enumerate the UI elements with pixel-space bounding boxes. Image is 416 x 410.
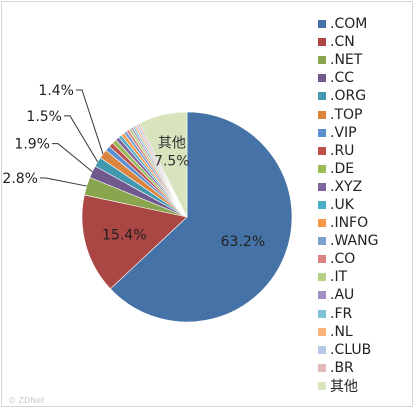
legend-item-其他: 其他 — [318, 377, 378, 395]
legend-item-top: .TOP — [318, 105, 378, 123]
legend-swatch — [318, 128, 326, 137]
legend-item-nl: .NL — [318, 323, 378, 341]
legend-swatch — [318, 20, 326, 29]
legend-label: 其他 — [330, 378, 358, 395]
legend-label: .VIP — [330, 124, 357, 141]
legend-swatch — [318, 345, 326, 354]
legend-label: .NL — [330, 323, 353, 340]
legend-swatch — [318, 327, 326, 336]
legend-label: .IT — [330, 269, 348, 286]
legend-swatch — [318, 363, 326, 372]
leader-line-top — [76, 89, 104, 155]
slice-label-com: 63.2% — [221, 234, 265, 250]
legend-swatch — [318, 38, 326, 47]
legend-item-net: .NET — [318, 51, 378, 69]
slice-label-other-name: 其他 — [158, 136, 186, 152]
legend-label: .UK — [330, 196, 354, 213]
legend-item-com: .COM — [318, 15, 378, 33]
leader-line-org — [64, 115, 99, 163]
legend-item-info: .INFO — [318, 214, 378, 232]
leader-line-net — [40, 177, 87, 187]
slice-label-net: 2.8% — [2, 171, 38, 187]
legend-item-org: .ORG — [318, 87, 378, 105]
pie-slice-cn — [81, 194, 188, 290]
pie-slices — [81, 111, 293, 323]
legend-swatch — [318, 92, 326, 101]
legend-swatch — [318, 182, 326, 191]
legend-label: .WANG — [330, 233, 379, 250]
legend-item-de: .DE — [318, 160, 378, 178]
legend-item-co: .CO — [318, 250, 378, 268]
legend-swatch — [318, 74, 326, 83]
legend-swatch — [318, 381, 326, 390]
slice-label-top: 1.4% — [38, 83, 74, 99]
slice-labels: 63.2% 15.4% 其他 7.5% 2.8% 1.9% 1.5% 1.4% — [2, 83, 265, 250]
leader-line-cc — [52, 143, 93, 173]
legend-label: .BR — [330, 359, 354, 376]
legend-label: .FR — [330, 305, 353, 322]
legend-label: .CN — [330, 34, 355, 51]
legend-label: .NET — [330, 52, 363, 69]
legend-swatch — [318, 146, 326, 155]
legend-swatch — [318, 110, 326, 119]
legend-item-wang: .WANG — [318, 232, 378, 250]
legend-label: .CC — [330, 70, 355, 87]
legend-swatch — [318, 164, 326, 173]
legend-label: .CO — [330, 251, 356, 268]
legend-item-au: .AU — [318, 286, 378, 304]
slice-label-cc: 1.9% — [14, 137, 50, 153]
slice-label-other-value: 7.5% — [154, 154, 190, 170]
legend-label: .DE — [330, 160, 355, 177]
legend-label: .COM — [330, 16, 368, 33]
legend-swatch — [318, 273, 326, 282]
legend-swatch — [318, 237, 326, 246]
legend-item-it: .IT — [318, 268, 378, 286]
legend-item-ru: .RU — [318, 142, 378, 160]
legend-swatch — [318, 291, 326, 300]
legend-label: .ORG — [330, 88, 367, 105]
pie-slice-com — [109, 111, 293, 323]
legend-swatch — [318, 255, 326, 264]
legend-item-br: .BR — [318, 359, 378, 377]
leader-lines — [40, 89, 104, 187]
legend: .COM .CN .NET .CC .ORG .TOP .VIP .RU .DE .XYZ .UK.… — [318, 15, 378, 395]
slice-label-cn: 15.4% — [102, 227, 146, 243]
legend-item-uk: .UK — [318, 196, 378, 214]
legend-label: .INFO — [330, 215, 369, 232]
legend-item-cc: .CC — [318, 69, 378, 87]
slice-label-org: 1.5% — [26, 109, 62, 125]
legend-label: .RU — [330, 142, 355, 159]
legend-item-fr: .FR — [318, 305, 378, 323]
legend-label: .CLUB — [330, 341, 372, 358]
legend-label: .TOP — [330, 106, 363, 123]
legend-item-vip: .VIP — [318, 124, 378, 142]
legend-item-xyz: .XYZ — [318, 178, 378, 196]
footer-caption: © ZDNet — [8, 396, 45, 405]
legend-item-cn: .CN — [318, 33, 378, 51]
legend-swatch — [318, 56, 326, 65]
legend-swatch — [318, 219, 326, 228]
legend-label: .AU — [330, 287, 355, 304]
legend-label: .XYZ — [330, 178, 363, 195]
pie-slice-其他 — [139, 111, 188, 218]
legend-swatch — [318, 309, 326, 318]
legend-swatch — [318, 200, 326, 209]
legend-item-club: .CLUB — [318, 341, 378, 359]
